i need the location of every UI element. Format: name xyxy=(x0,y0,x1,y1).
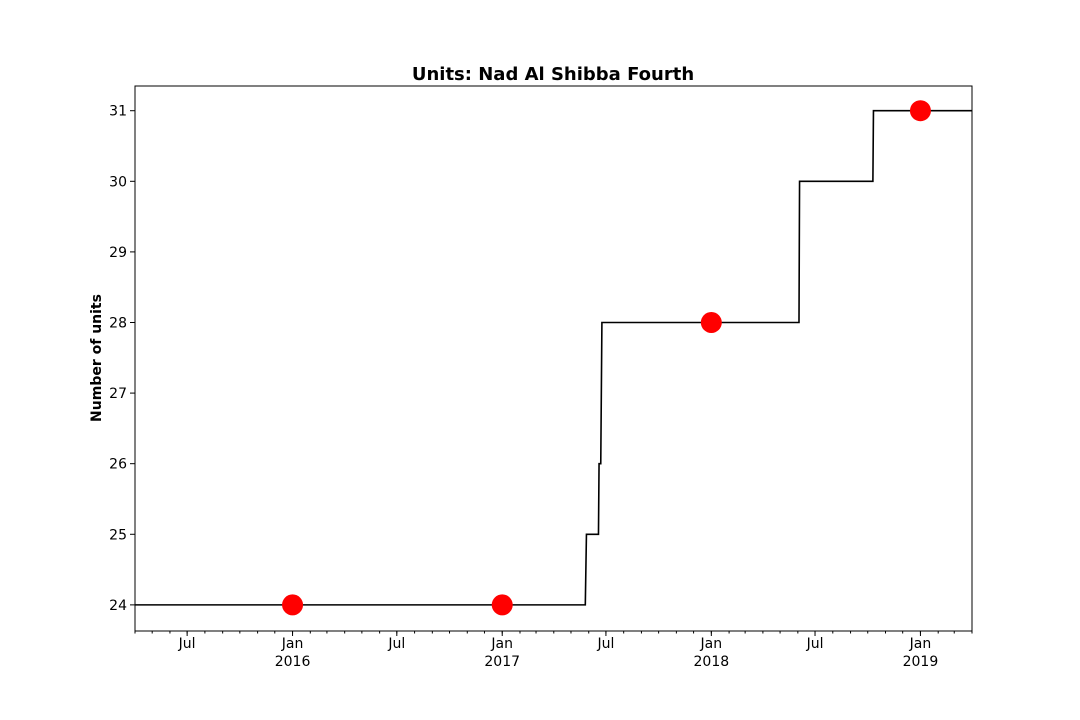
x-axis: Jul Jan 2016 Jul Jan 2017 Jul Jan 2018 Jul Jan 2019 xyxy=(134,631,973,670)
y-tick-label: 27 xyxy=(109,386,127,402)
y-tick-label: 30 xyxy=(109,174,127,190)
x-tick-label: Jan xyxy=(490,636,513,652)
y-tick-label: 29 xyxy=(109,245,127,261)
x-tick-label: Jan xyxy=(909,636,932,652)
y-tick-label: 26 xyxy=(109,457,127,473)
x-tick-year-label: 2017 xyxy=(484,654,520,670)
y-tick-label: 25 xyxy=(109,527,127,543)
x-tick-label: Jul xyxy=(387,636,405,652)
series-line xyxy=(135,109,972,606)
x-tick-label: Jul xyxy=(596,636,614,652)
series-layer xyxy=(135,109,972,606)
marker-layer xyxy=(282,100,931,616)
data-point-marker xyxy=(491,594,513,616)
y-axis: 24 25 26 27 28 29 30 31 xyxy=(109,104,135,614)
y-tick-label: 24 xyxy=(109,598,127,614)
plot-area xyxy=(135,86,972,631)
x-tick-label: Jan xyxy=(281,636,304,652)
data-point-marker xyxy=(909,100,931,122)
x-tick-year-label: 2019 xyxy=(903,654,939,670)
data-point-marker xyxy=(282,594,304,616)
chart-title: Units: Nad Al Shibba Fourth xyxy=(412,64,694,85)
x-tick-year-label: 2018 xyxy=(694,654,730,670)
x-tick-label: Jul xyxy=(178,636,196,652)
y-axis-label: Number of units xyxy=(89,294,105,422)
data-point-marker xyxy=(700,312,722,333)
x-tick-label: Jan xyxy=(700,636,723,652)
x-tick-year-label: 2016 xyxy=(275,654,311,670)
y-tick-label: 31 xyxy=(109,104,127,120)
y-tick-label: 28 xyxy=(109,315,127,331)
x-tick-label: Jul xyxy=(806,636,824,652)
